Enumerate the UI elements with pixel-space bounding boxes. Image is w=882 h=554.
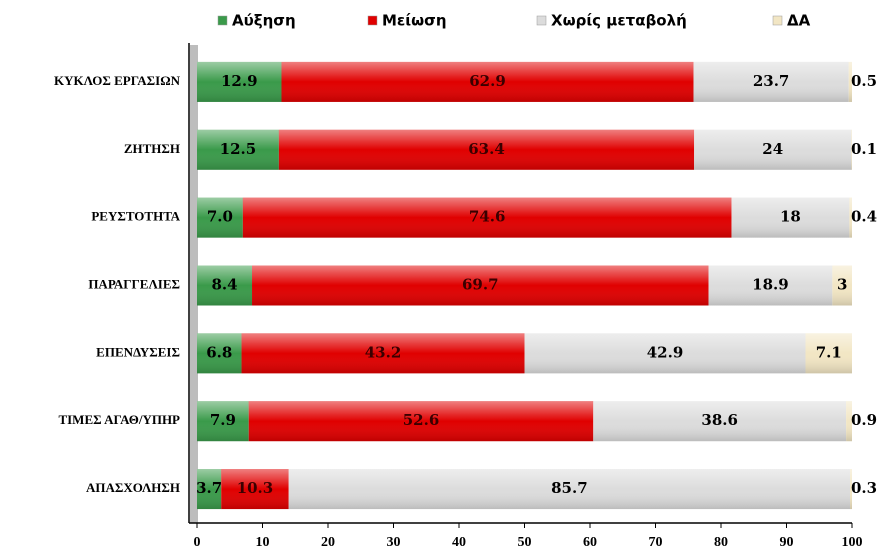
- bar-shade: [524, 333, 806, 374]
- x-tick-label: 100: [842, 535, 863, 550]
- x-tick-label: 10: [256, 535, 270, 550]
- bar-shade: [221, 469, 289, 510]
- value-label: 52.6: [403, 411, 440, 429]
- value-label: 85.7: [551, 479, 588, 497]
- bar-shade: [694, 129, 852, 170]
- value-label: 3: [837, 276, 847, 294]
- bar-shade: [197, 197, 243, 238]
- bar-shade: [848, 61, 852, 102]
- bar-shade: [851, 129, 852, 170]
- category-label: ΠΑΡΑΓΓΕΛΙΕΣ: [88, 276, 180, 291]
- x-tick-label: 30: [387, 535, 401, 550]
- value-label: 7.1: [816, 343, 842, 361]
- bar-shade: [252, 265, 709, 306]
- value-label: 7.0: [207, 208, 233, 226]
- x-tick-label: 90: [780, 535, 794, 550]
- value-label: 0.4: [851, 208, 877, 226]
- legend-label: Χωρίς μεταβολή: [551, 12, 687, 30]
- bar-shade: [197, 401, 249, 442]
- value-label: 38.6: [701, 411, 738, 429]
- value-label: 12.9: [221, 72, 258, 90]
- bar-shade: [197, 129, 279, 170]
- value-label: 0.3: [851, 479, 877, 497]
- value-label: 10.3: [237, 479, 274, 497]
- bar-shade: [288, 469, 851, 510]
- bar-shade: [708, 265, 833, 306]
- x-tick-label: 60: [583, 535, 597, 550]
- bar-shade: [849, 197, 852, 238]
- value-label: 63.4: [468, 140, 505, 158]
- x-tick-label: 20: [321, 535, 335, 550]
- value-label: 12.5: [220, 140, 257, 158]
- bar-shade: [850, 469, 852, 510]
- bar-shade: [242, 197, 732, 238]
- x-tick-label: 80: [714, 535, 728, 550]
- legend-label: ΔΑ: [787, 12, 811, 30]
- legend-swatch: [536, 15, 547, 26]
- value-label: 0.9: [851, 411, 877, 429]
- bar-shade: [832, 265, 852, 306]
- bar-shade: [593, 401, 847, 442]
- value-label: 74.6: [469, 208, 506, 226]
- value-label: 18.9: [752, 276, 789, 294]
- legend-swatch: [217, 15, 228, 26]
- bar-shade: [197, 61, 282, 102]
- bar-shade: [248, 401, 594, 442]
- value-label: 69.7: [462, 276, 499, 294]
- bar-shade: [846, 401, 852, 442]
- category-label: ΕΠΕΝΔΥΣΕΙΣ: [96, 344, 180, 359]
- value-label: 3.7: [196, 479, 222, 497]
- bar-shade: [197, 469, 222, 510]
- legend-swatch: [772, 15, 783, 26]
- legend-label: Αύξηση: [232, 12, 296, 30]
- value-label: 43.2: [365, 343, 402, 361]
- bar-shade: [197, 333, 242, 374]
- legend-label: Μείωση: [382, 12, 447, 30]
- value-label: 18: [780, 208, 801, 226]
- bar-shade: [281, 61, 694, 102]
- x-tick-label: 50: [518, 535, 532, 550]
- value-label: 0.1: [851, 140, 877, 158]
- bar-shade: [805, 333, 852, 374]
- value-label: 6.8: [206, 343, 232, 361]
- bar-shade: [241, 333, 525, 374]
- value-label: 7.9: [210, 411, 236, 429]
- value-label: 8.4: [211, 276, 237, 294]
- category-label: ΖΗΤΗΣΗ: [124, 141, 180, 156]
- category-label: ΤΙΜΕΣ ΑΓΑΘ/ΥΠΗΡ: [58, 412, 180, 427]
- x-tick-label: 40: [452, 535, 466, 550]
- bar-shade: [731, 197, 850, 238]
- value-label: 0.5: [851, 72, 877, 90]
- value-label: 42.9: [647, 343, 684, 361]
- legend-swatch: [367, 15, 378, 26]
- value-label: 23.7: [753, 72, 790, 90]
- x-tick-label: 70: [649, 535, 663, 550]
- bar-shade: [278, 129, 695, 170]
- value-label: 24: [762, 140, 783, 158]
- side-wall: [190, 45, 198, 523]
- category-label: ΡΕΥΣΤΟΤΗΤΑ: [91, 209, 180, 224]
- x-tick-label: 0: [194, 535, 201, 550]
- bar-shade: [197, 265, 253, 306]
- category-label: ΑΠΑΣΧΟΛΗΣΗ: [86, 480, 180, 495]
- value-label: 62.9: [469, 72, 506, 90]
- category-label: ΚΥΚΛΟΣ ΕΡΓΑΣΙΩΝ: [54, 73, 181, 88]
- bar-shade: [693, 61, 849, 102]
